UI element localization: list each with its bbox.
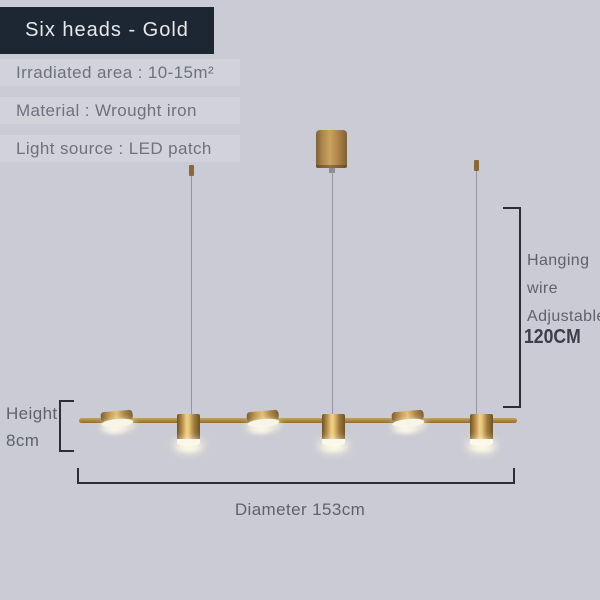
light-glow	[391, 424, 421, 436]
variant-badge-label: Six heads - Gold	[25, 19, 189, 41]
lamp-head-cylinder-body	[470, 414, 493, 439]
hanging-wire-label-line1: Hanging	[527, 252, 590, 269]
light-glow	[467, 442, 497, 454]
height-dimension-line	[59, 400, 61, 452]
light-glow	[246, 424, 276, 436]
light-glow	[100, 424, 130, 436]
spec-irradiated-area: Irradiated area : 10-15m²	[0, 59, 240, 86]
ceiling-canopy	[316, 130, 347, 168]
height-label: Height	[6, 404, 58, 423]
lamp-head-cylinder-body	[177, 414, 200, 439]
hanging-wire-dimension-cap-bottom	[503, 406, 521, 408]
spec-material: Material : Wrought iron	[0, 97, 240, 124]
hanging-wire-center	[332, 171, 333, 416]
diameter-dimension-tick-right	[513, 468, 515, 484]
hanging-wire-label-line3: Adjustable	[527, 308, 600, 325]
wire-anchor-left	[189, 165, 194, 176]
hanging-wire-value: 120CM	[524, 326, 581, 348]
variant-badge: Six heads - Gold	[0, 7, 214, 54]
spec-light-source-label: Light source : LED patch	[16, 138, 212, 158]
hanging-wire-dimension-line	[519, 207, 521, 408]
wire-anchor-right	[474, 160, 479, 171]
spec-light-source: Light source : LED patch	[0, 135, 240, 162]
light-glow	[174, 442, 204, 454]
hanging-wire-label-line2: wire	[527, 280, 558, 297]
diameter-dimension-tick-left	[77, 468, 79, 484]
hanging-wire-dimension-cap-top	[503, 207, 521, 209]
light-glow	[319, 442, 349, 454]
pendant-bar	[79, 418, 517, 423]
lamp-head-cylinder-body	[322, 414, 345, 439]
spec-material-label: Material : Wrought iron	[16, 100, 197, 120]
hanging-wire-left	[191, 176, 192, 416]
diameter-dimension-line	[77, 482, 515, 484]
canopy-connector	[329, 168, 335, 173]
height-value: 8cm	[6, 431, 40, 450]
diameter-label: Diameter 153cm	[234, 500, 366, 519]
hanging-wire-right	[476, 171, 477, 416]
height-dimension-cap-bottom	[59, 450, 74, 452]
height-dimension-cap-top	[59, 400, 74, 402]
spec-irradiated-area-label: Irradiated area : 10-15m²	[16, 62, 215, 82]
